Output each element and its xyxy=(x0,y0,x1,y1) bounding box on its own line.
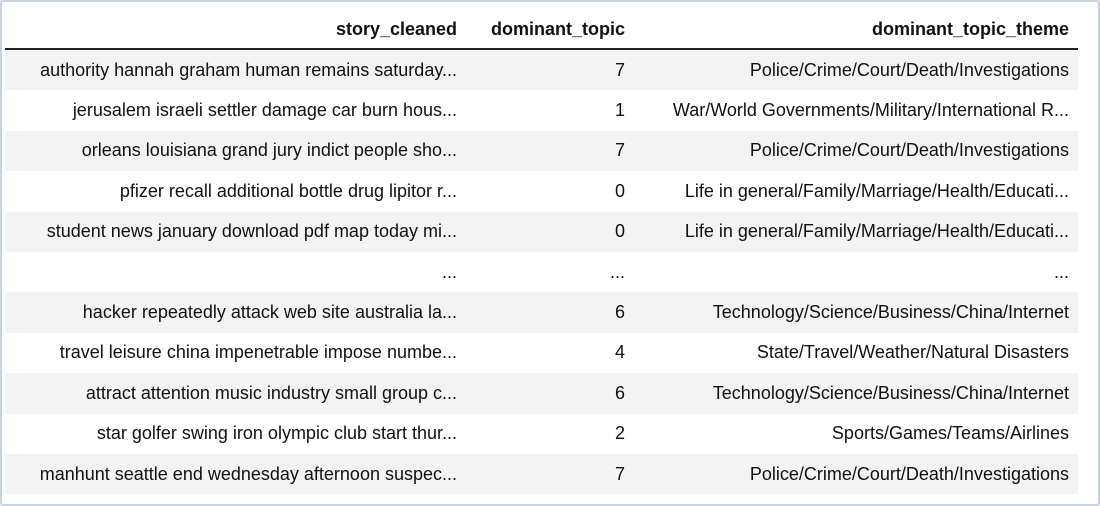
cell-dominant-topic-theme: ... xyxy=(634,251,1078,293)
cell-story-cleaned: ... xyxy=(5,251,466,293)
table-body: authority hannah graham human remains sa… xyxy=(5,49,1078,495)
table-row: authority hannah graham human remains sa… xyxy=(5,49,1078,91)
cell-dominant-topic-theme: State/Travel/Weather/Natural Disasters xyxy=(634,332,1078,374)
cell-dominant-topic: 7 xyxy=(466,130,634,172)
cell-dominant-topic: ... xyxy=(466,251,634,293)
column-header-story-cleaned: story_cleaned xyxy=(5,10,466,50)
table-row: hacker repeatedly attack web site austra… xyxy=(5,292,1078,333)
table-row: attract attention music industry small g… xyxy=(5,373,1078,414)
cell-story-cleaned: manhunt seattle end wednesday afternoon … xyxy=(5,453,466,495)
column-header-dominant-topic: dominant_topic xyxy=(466,10,634,50)
cell-story-cleaned: travel leisure china impenetrable impose… xyxy=(5,332,466,374)
cell-dominant-topic: 7 xyxy=(466,453,634,495)
cell-story-cleaned: star golfer swing iron olympic club star… xyxy=(5,413,466,454)
cell-story-cleaned: student news january download pdf map to… xyxy=(5,211,466,252)
table-row: manhunt seattle end wednesday afternoon … xyxy=(5,453,1078,495)
cell-story-cleaned: hacker repeatedly attack web site austra… xyxy=(5,292,466,333)
cell-dominant-topic-theme: Police/Crime/Court/Death/Investigations xyxy=(634,453,1078,495)
table-row: jerusalem israeli settler damage car bur… xyxy=(5,90,1078,131)
cell-dominant-topic: 4 xyxy=(466,332,634,374)
cell-story-cleaned: authority hannah graham human remains sa… xyxy=(5,49,466,91)
cell-dominant-topic: 2 xyxy=(466,413,634,454)
table-row: orleans louisiana grand jury indict peop… xyxy=(5,130,1078,172)
table-row: travel leisure china impenetrable impose… xyxy=(5,332,1078,374)
table-row: star golfer swing iron olympic club star… xyxy=(5,413,1078,454)
dataframe-table: story_cleaned dominant_topic dominant_to… xyxy=(5,10,1078,495)
cell-dominant-topic-theme: Police/Crime/Court/Death/Investigations xyxy=(634,49,1078,91)
cell-dominant-topic: 6 xyxy=(466,373,634,414)
cell-dominant-topic: 0 xyxy=(466,211,634,252)
cell-dominant-topic-theme: Technology/Science/Business/China/Intern… xyxy=(634,292,1078,333)
cell-dominant-topic: 7 xyxy=(466,49,634,91)
table-row: student news january download pdf map to… xyxy=(5,211,1078,252)
cell-story-cleaned: attract attention music industry small g… xyxy=(5,373,466,414)
cell-dominant-topic-theme: War/World Governments/Military/Internati… xyxy=(634,90,1078,131)
header-row: story_cleaned dominant_topic dominant_to… xyxy=(5,10,1078,50)
cell-dominant-topic-theme: Sports/Games/Teams/Airlines xyxy=(634,413,1078,454)
cell-dominant-topic-theme: Life in general/Family/Marriage/Health/E… xyxy=(634,211,1078,252)
cell-dominant-topic-theme: Life in general/Family/Marriage/Health/E… xyxy=(634,171,1078,212)
cell-dominant-topic: 0 xyxy=(466,171,634,212)
column-header-dominant-topic-theme: dominant_topic_theme xyxy=(634,10,1078,50)
cell-story-cleaned: orleans louisiana grand jury indict peop… xyxy=(5,130,466,172)
cell-story-cleaned: pfizer recall additional bottle drug lip… xyxy=(5,171,466,212)
table-row: ......... xyxy=(5,251,1078,293)
cell-dominant-topic: 1 xyxy=(466,90,634,131)
cell-dominant-topic-theme: Police/Crime/Court/Death/Investigations xyxy=(634,130,1078,172)
cell-dominant-topic: 6 xyxy=(466,292,634,333)
cell-dominant-topic-theme: Technology/Science/Business/China/Intern… xyxy=(634,373,1078,414)
table-row: pfizer recall additional bottle drug lip… xyxy=(5,171,1078,212)
cell-story-cleaned: jerusalem israeli settler damage car bur… xyxy=(5,90,466,131)
